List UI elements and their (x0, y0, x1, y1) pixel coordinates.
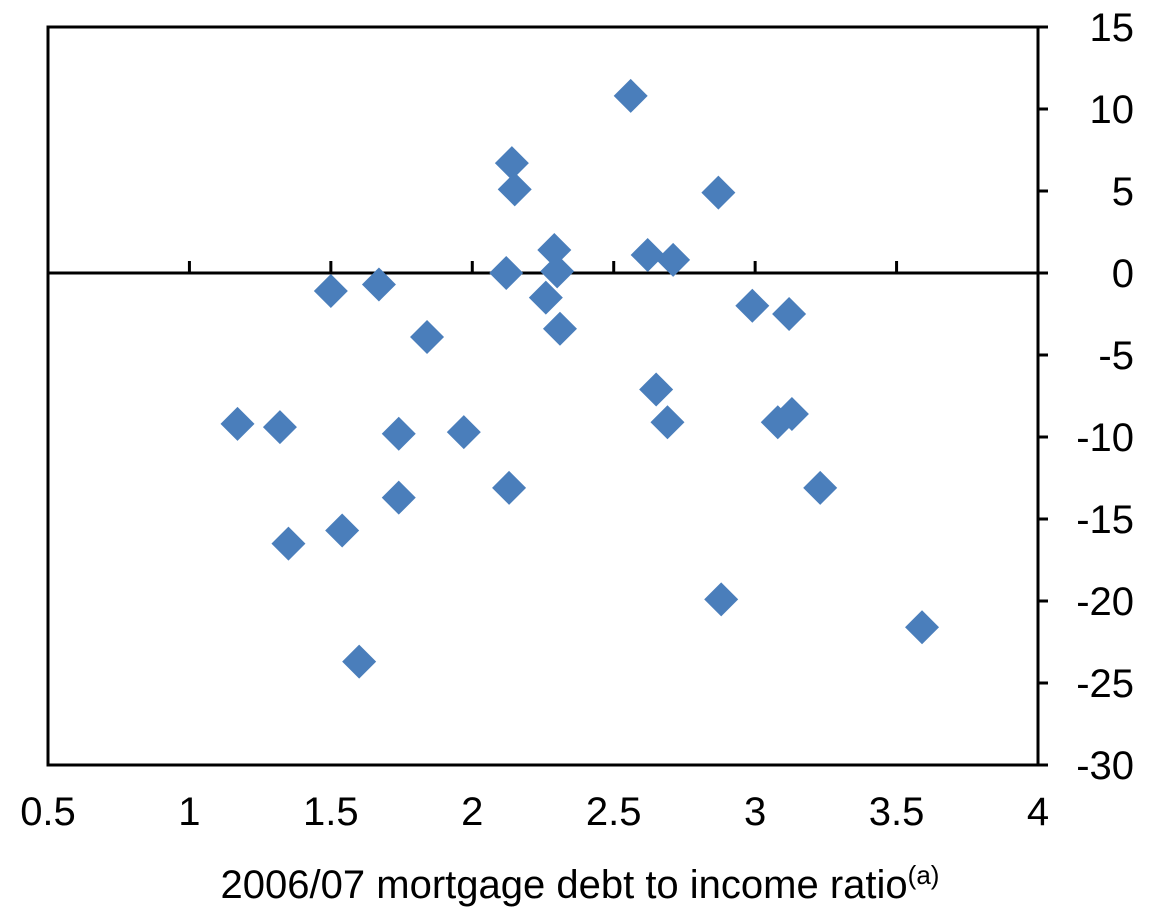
x-tick-label: 3.5 (869, 790, 925, 834)
y-tick-label: -25 (1076, 662, 1134, 706)
x-axis-title-text: 2006/07 mortgage debt to income ratio (221, 863, 908, 907)
data-point (735, 288, 770, 323)
y-tick-label: -5 (1098, 334, 1134, 378)
x-axis-ticks (187, 261, 899, 273)
data-point (361, 267, 396, 302)
x-tick-label: 1.5 (303, 790, 359, 834)
data-point (342, 644, 377, 679)
data-point (528, 280, 563, 315)
y-tick-label: -20 (1076, 580, 1134, 624)
data-point (446, 415, 481, 450)
data-point (613, 78, 648, 113)
y-tick-label: 5 (1112, 170, 1134, 214)
x-tick-label: 2 (461, 790, 483, 834)
data-point (262, 410, 297, 445)
y-axis-tick-labels: 15 10 5 0 -5 -10 -15 -20 -25 -30 (1076, 6, 1134, 788)
y-tick-label: -10 (1076, 416, 1134, 460)
data-point (492, 470, 527, 505)
data-point (537, 233, 572, 268)
data-point (630, 237, 665, 272)
x-tick-label: 4 (1027, 790, 1049, 834)
data-point (905, 610, 940, 645)
data-point (313, 274, 348, 309)
data-point (410, 319, 445, 354)
x-tick-label: 0.5 (20, 790, 76, 834)
y-tick-label: 15 (1090, 6, 1135, 50)
y-tick-label: 0 (1112, 252, 1134, 296)
data-points (220, 78, 940, 679)
data-point (803, 470, 838, 505)
data-point (542, 311, 577, 346)
data-point (271, 526, 306, 561)
data-point (701, 175, 736, 210)
data-point (381, 416, 416, 451)
x-axis-title-superscript: (a) (908, 860, 940, 890)
data-point (325, 513, 360, 548)
data-point (540, 254, 575, 289)
y-tick-label: 10 (1090, 88, 1135, 132)
y-axis-ticks (1038, 25, 1048, 767)
x-axis-tick-labels: 0.5 1 1.5 2 2.5 3 3.5 4 (20, 790, 1049, 834)
data-point (381, 480, 416, 515)
y-tick-label: -30 (1076, 744, 1134, 788)
data-point (656, 242, 691, 277)
y-tick-label: -15 (1076, 498, 1134, 542)
data-point (704, 582, 739, 617)
data-point (494, 146, 529, 181)
x-axis-title: 2006/07 mortgage debt to income ratio(a) (221, 860, 940, 907)
plot-frame (46, 25, 1040, 767)
x-tick-label: 2.5 (586, 790, 642, 834)
data-point (774, 397, 809, 432)
x-tick-label: 1 (178, 790, 200, 834)
x-tick-label: 3 (744, 790, 766, 834)
data-point (497, 172, 532, 207)
data-point (220, 406, 255, 441)
data-point (489, 256, 524, 290)
data-point (772, 297, 807, 331)
data-point (650, 405, 685, 440)
data-point (639, 372, 674, 407)
